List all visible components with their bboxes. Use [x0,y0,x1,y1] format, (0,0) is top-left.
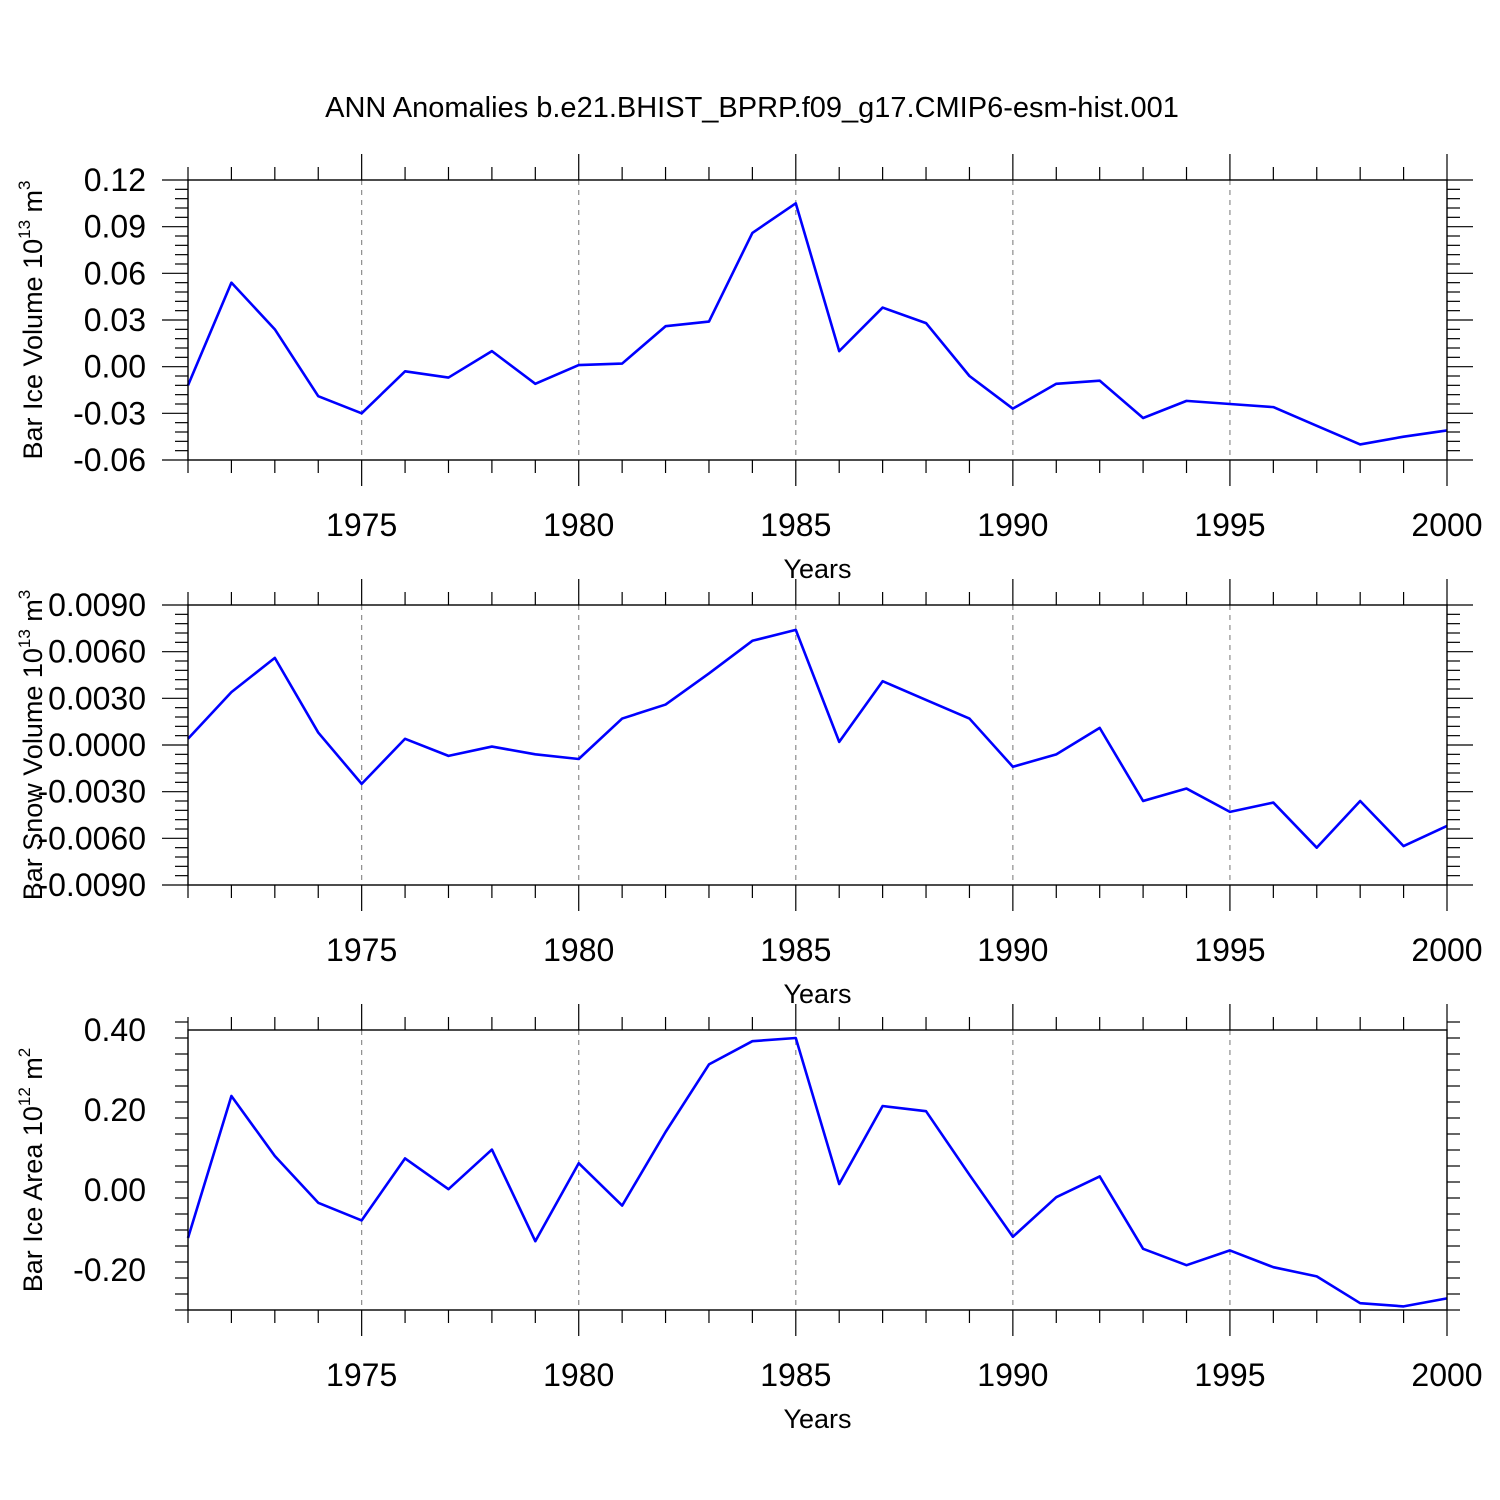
y-tick-label: 0.03 [84,302,146,338]
y-axis-label-exponent: 13 [15,220,34,239]
x-tick-label: 1980 [543,1357,614,1393]
plot-frame [187,1029,1448,1311]
y-tick-label: -0.20 [73,1252,146,1288]
y-axis-label-text: Bar Ice Volume 10 [18,239,48,460]
chart-panel-3: -0.20 0.00 0.20 0.40 1975 1980 1985 1990 1995 200… [15,1004,1483,1434]
x-tick-label: 1975 [326,1357,397,1393]
y-axis-label-unit: m [18,190,48,220]
x-tick-label: 1990 [977,1357,1048,1393]
y-axis-label-exponent: 12 [15,1087,34,1106]
chart-panels: -0.06 -0.03 0.00 0.03 0.06 0.09 0.12 1975 1980 19… [15,154,1483,1434]
chart-panel-2: -0.0090 -0.0060 -0.0030 0.0000 0.0030 0.0060 0… [15,579,1483,1009]
x-tick-label: 1980 [543,507,614,543]
y-tick-label: -0.0030 [37,774,146,810]
chart-panel-1: -0.06 -0.03 0.00 0.03 0.06 0.09 0.12 1975 1980 19… [15,154,1483,584]
y-axis-label-unit: m [18,599,48,629]
x-tick-label: 1985 [760,1357,831,1393]
y-axis-label: Bar Snow Volume 1013 m3 [15,590,48,901]
x-axis-label: Years [783,554,851,584]
y-tick-label: 0.0030 [48,680,146,716]
y-axis-label-unit-exponent: 2 [15,1048,34,1057]
x-tick-label: 1995 [1194,1357,1265,1393]
x-tick-label: 1995 [1194,932,1265,968]
y-tick-label: 0.12 [84,162,146,198]
x-axis-label: Years [783,979,851,1009]
y-tick-label: 0.40 [84,1012,146,1048]
x-tick-label: 1990 [977,932,1048,968]
y-tick-label: -0.06 [73,442,146,478]
y-tick-label: -0.0060 [37,820,146,856]
y-tick-label: 0.0090 [48,587,146,623]
y-tick-label: 0.06 [84,255,146,291]
y-tick-label: 0.00 [84,1172,146,1208]
y-axis-label-unit-exponent: 3 [15,590,34,599]
y-axis-label-exponent: 13 [15,629,34,648]
series-line [186,202,1448,446]
x-tick-label: 1985 [760,507,831,543]
x-tick-label: 2000 [1411,1357,1482,1393]
y-tick-label: -0.0090 [37,867,146,903]
y-tick-label: 0.20 [84,1092,146,1128]
y-axis-label-text: Bar Ice Area 10 [18,1106,48,1292]
x-tick-label: 1975 [326,507,397,543]
x-tick-label: 1980 [543,932,614,968]
y-tick-label: 0.0000 [48,727,146,763]
x-tick-label: 1990 [977,507,1048,543]
y-tick-label: 0.0060 [48,634,146,670]
x-tick-label: 1985 [760,932,831,968]
y-axis-label: Bar Ice Volume 1013 m3 [15,180,48,459]
series-line [186,1036,1448,1308]
y-axis-label-unit-exponent: 3 [15,180,34,189]
figure-title: ANN Anomalies b.e21.BHIST_BPRP.f09_g17.C… [325,92,1179,124]
y-tick-label: -0.03 [73,395,146,431]
y-tick-label: 0.00 [84,349,146,385]
series-line [187,628,1448,849]
y-axis-label: Bar Ice Area 1012 m2 [15,1048,48,1293]
y-axis-label-text: Bar Snow Volume 10 [18,648,48,900]
y-axis-label-unit: m [18,1057,48,1087]
x-axis-label: Years [783,1404,851,1434]
x-tick-label: 2000 [1411,932,1482,968]
x-tick-label: 1995 [1194,507,1265,543]
x-tick-label: 1975 [326,932,397,968]
x-tick-label: 2000 [1411,507,1482,543]
y-tick-label: 0.09 [84,209,146,245]
